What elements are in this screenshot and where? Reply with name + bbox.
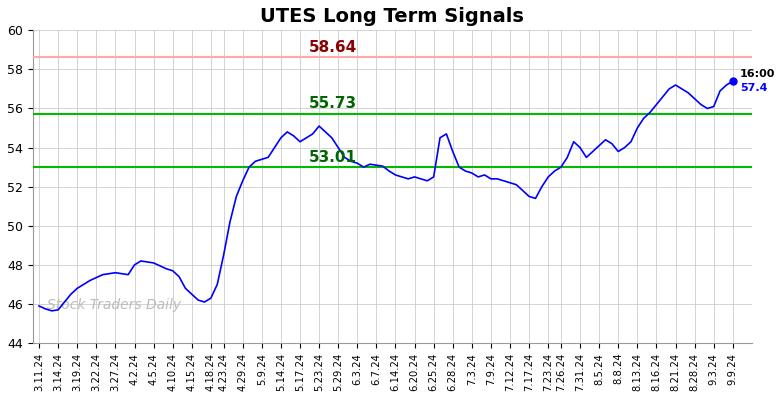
Title: UTES Long Term Signals: UTES Long Term Signals [260, 7, 524, 26]
Text: 53.01: 53.01 [309, 150, 357, 165]
Text: 16:00: 16:00 [740, 69, 775, 79]
Text: Stock Traders Daily: Stock Traders Daily [47, 298, 181, 312]
Text: 55.73: 55.73 [309, 96, 358, 111]
Text: 57.4: 57.4 [740, 83, 768, 93]
Text: 58.64: 58.64 [309, 39, 358, 55]
